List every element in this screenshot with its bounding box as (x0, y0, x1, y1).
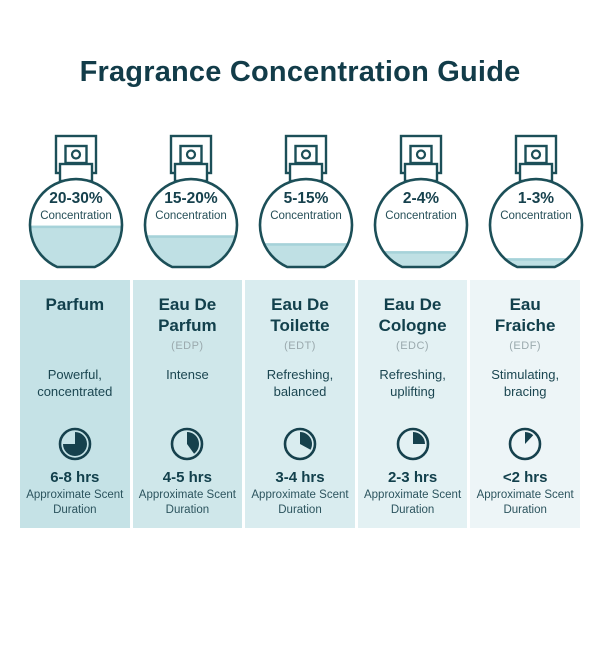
concentration-label: Concentration (500, 210, 572, 222)
fragrance-description: Powerful, concentrated (37, 367, 113, 399)
fragrance-type-title: Eau De Cologne (378, 295, 447, 335)
fragrance-description: Refreshing, uplifting (379, 367, 446, 399)
fragrance-type-title: Eau De Parfum (158, 295, 217, 335)
fragrance-abbr: (EDT) (284, 340, 316, 352)
concentration-label: Concentration (40, 210, 112, 222)
duration-pie-icon (507, 426, 543, 462)
bottle-body (375, 179, 467, 267)
fragrance-type-title: Eau Fraiche (494, 295, 556, 335)
fragrance-description: Refreshing, balanced (266, 367, 334, 399)
concentration-label: Concentration (270, 210, 342, 222)
bottle-outline (28, 177, 124, 269)
duration-note: Approximate Scent Duration (138, 489, 236, 516)
fragrance-type-title: Parfum (45, 295, 105, 314)
card-eau-de-parfum: Eau De Parfum (EDP) Intense 4-5 hrs Appr… (132, 280, 243, 528)
bottle-liquid (375, 251, 468, 267)
perfume-bottle-edc: 2-4% Concentration (365, 133, 477, 273)
bottles-row: 20-30% Concentration 15-20% Concentratio… (20, 133, 584, 273)
perfume-bottle-edt: 5-15% Concentration (250, 133, 362, 273)
duration-value: <2 hrs (502, 469, 548, 486)
perfume-bottle-edp: 15-20% Concentration (135, 133, 247, 273)
duration-value: 6-8 hrs (50, 469, 100, 486)
concentration-percent: 2-4% (403, 190, 439, 207)
card-parfum: Parfum Powerful, concentrated 6-8 hrs Ap… (20, 280, 130, 528)
fragrance-cards-row: Parfum Powerful, concentrated 6-8 hrs Ap… (20, 280, 580, 528)
concentration-label: Concentration (385, 210, 457, 222)
card-eau-fraiche: Eau Fraiche (EDF) Stimulating, bracing <… (470, 280, 580, 528)
bottle-liquid (145, 235, 238, 267)
bottle-liquid (260, 243, 353, 267)
fragrance-abbr: (EDP) (171, 340, 204, 352)
bottle-outline (373, 177, 469, 269)
card-eau-de-cologne: Eau De Cologne (EDC) Refreshing, uplifti… (357, 280, 468, 528)
perfume-bottle-icon: 15-20% Concentration (143, 134, 239, 269)
card-eau-de-toilette: Eau De Toilette (EDT) Refreshing, balanc… (245, 280, 355, 528)
concentration-percent: 20-30% (49, 190, 103, 207)
fragrance-description: Stimulating, bracing (491, 367, 560, 399)
bottle-outline (258, 177, 354, 269)
concentration-label: Concentration (155, 210, 227, 222)
duration-value: 3-4 hrs (275, 469, 325, 486)
duration-pie-icon (395, 426, 431, 462)
duration-note: Approximate Scent Duration (476, 489, 574, 516)
concentration-percent: 1-3% (518, 190, 554, 207)
duration-value: 4-5 hrs (162, 469, 212, 486)
bottle-outline (488, 177, 584, 269)
fragrance-type-title: Eau De Toilette (270, 295, 330, 335)
bottle-nozzle-icon (70, 149, 82, 160)
duration-pie-icon (282, 426, 318, 462)
concentration-percent: 5-15% (284, 190, 329, 207)
duration-note: Approximate Scent Duration (26, 489, 124, 516)
bottle-outline (143, 177, 239, 269)
perfume-bottle-icon: 20-30% Concentration (28, 134, 124, 269)
bottle-nozzle-icon (185, 149, 197, 160)
fragrance-description: Intense (166, 367, 209, 382)
duration-value: 2-3 hrs (387, 469, 438, 486)
fragrance-abbr: (EDF) (509, 340, 542, 352)
perfume-bottle-icon: 2-4% Concentration (373, 134, 469, 269)
duration-pie-icon (57, 426, 93, 462)
perfume-bottle-parfum: 20-30% Concentration (20, 133, 132, 273)
page-title: Fragrance Concentration Guide (79, 56, 521, 88)
duration-note: Approximate Scent Duration (363, 489, 462, 516)
bottle-nozzle-icon (300, 149, 312, 160)
bottle-body (490, 179, 582, 267)
bottle-nozzle-icon (415, 149, 427, 160)
bottle-liquid (490, 258, 583, 267)
concentration-percent: 15-20% (164, 190, 218, 207)
bottle-nozzle-icon (530, 149, 542, 160)
perfume-bottle-icon: 5-15% Concentration (258, 134, 354, 269)
fragrance-abbr: (EDC) (396, 340, 430, 352)
perfume-bottle-edf: 1-3% Concentration (480, 133, 592, 273)
duration-note: Approximate Scent Duration (251, 489, 349, 516)
bottle-liquid (30, 225, 123, 267)
perfume-bottle-icon: 1-3% Concentration (488, 134, 584, 269)
duration-pie-icon (169, 426, 205, 462)
